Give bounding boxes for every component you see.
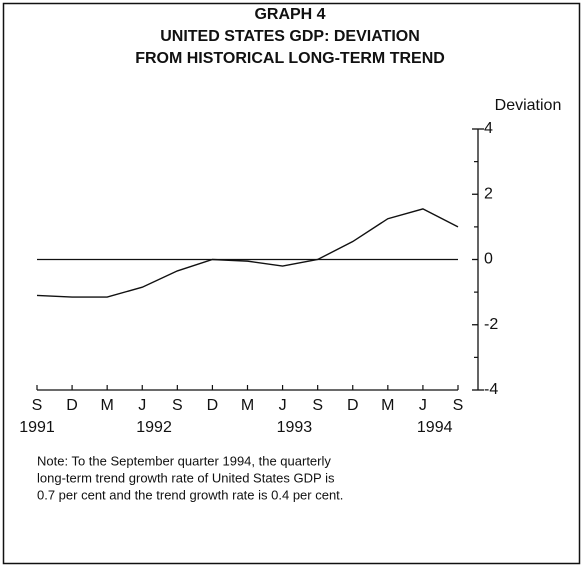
year-label: 1991	[19, 419, 55, 436]
year-label: 1993	[277, 419, 313, 436]
y-axis-label: Deviation	[495, 97, 562, 114]
x-tick-label: S	[453, 397, 464, 414]
x-tick-label: J	[419, 397, 427, 414]
x-tick-label: M	[101, 397, 114, 414]
y-tick-label: -2	[484, 316, 498, 333]
y-tick-label: 0	[484, 251, 493, 268]
x-tick-label: S	[32, 397, 43, 414]
x-tick-label: M	[381, 397, 394, 414]
x-tick-label: J	[138, 397, 146, 414]
year-label: 1992	[136, 419, 172, 436]
note: 0.7 per cent and the trend growth rate i…	[37, 487, 343, 502]
chart-title: FROM HISTORICAL LONG-TERM TREND	[135, 50, 445, 67]
note: Note: To the September quarter 1994, the…	[37, 453, 331, 468]
x-tick-label: D	[207, 397, 219, 414]
x-tick-label: D	[66, 397, 78, 414]
y-tick-label: -4	[484, 381, 498, 398]
x-tick-label: J	[279, 397, 287, 414]
chart-title: GRAPH 4	[254, 6, 325, 23]
x-tick-label: M	[241, 397, 254, 414]
x-tick-label: D	[347, 397, 359, 414]
data-line	[36, 208, 459, 298]
year-label: 1994	[417, 419, 453, 436]
y-tick-label: 4	[484, 120, 493, 137]
x-tick-label: S	[172, 397, 183, 414]
chart-title: UNITED STATES GDP: DEVIATION	[160, 28, 420, 45]
y-tick-label: 2	[484, 185, 493, 202]
note: long-term trend growth rate of United St…	[37, 470, 335, 485]
x-tick-label: S	[312, 397, 323, 414]
